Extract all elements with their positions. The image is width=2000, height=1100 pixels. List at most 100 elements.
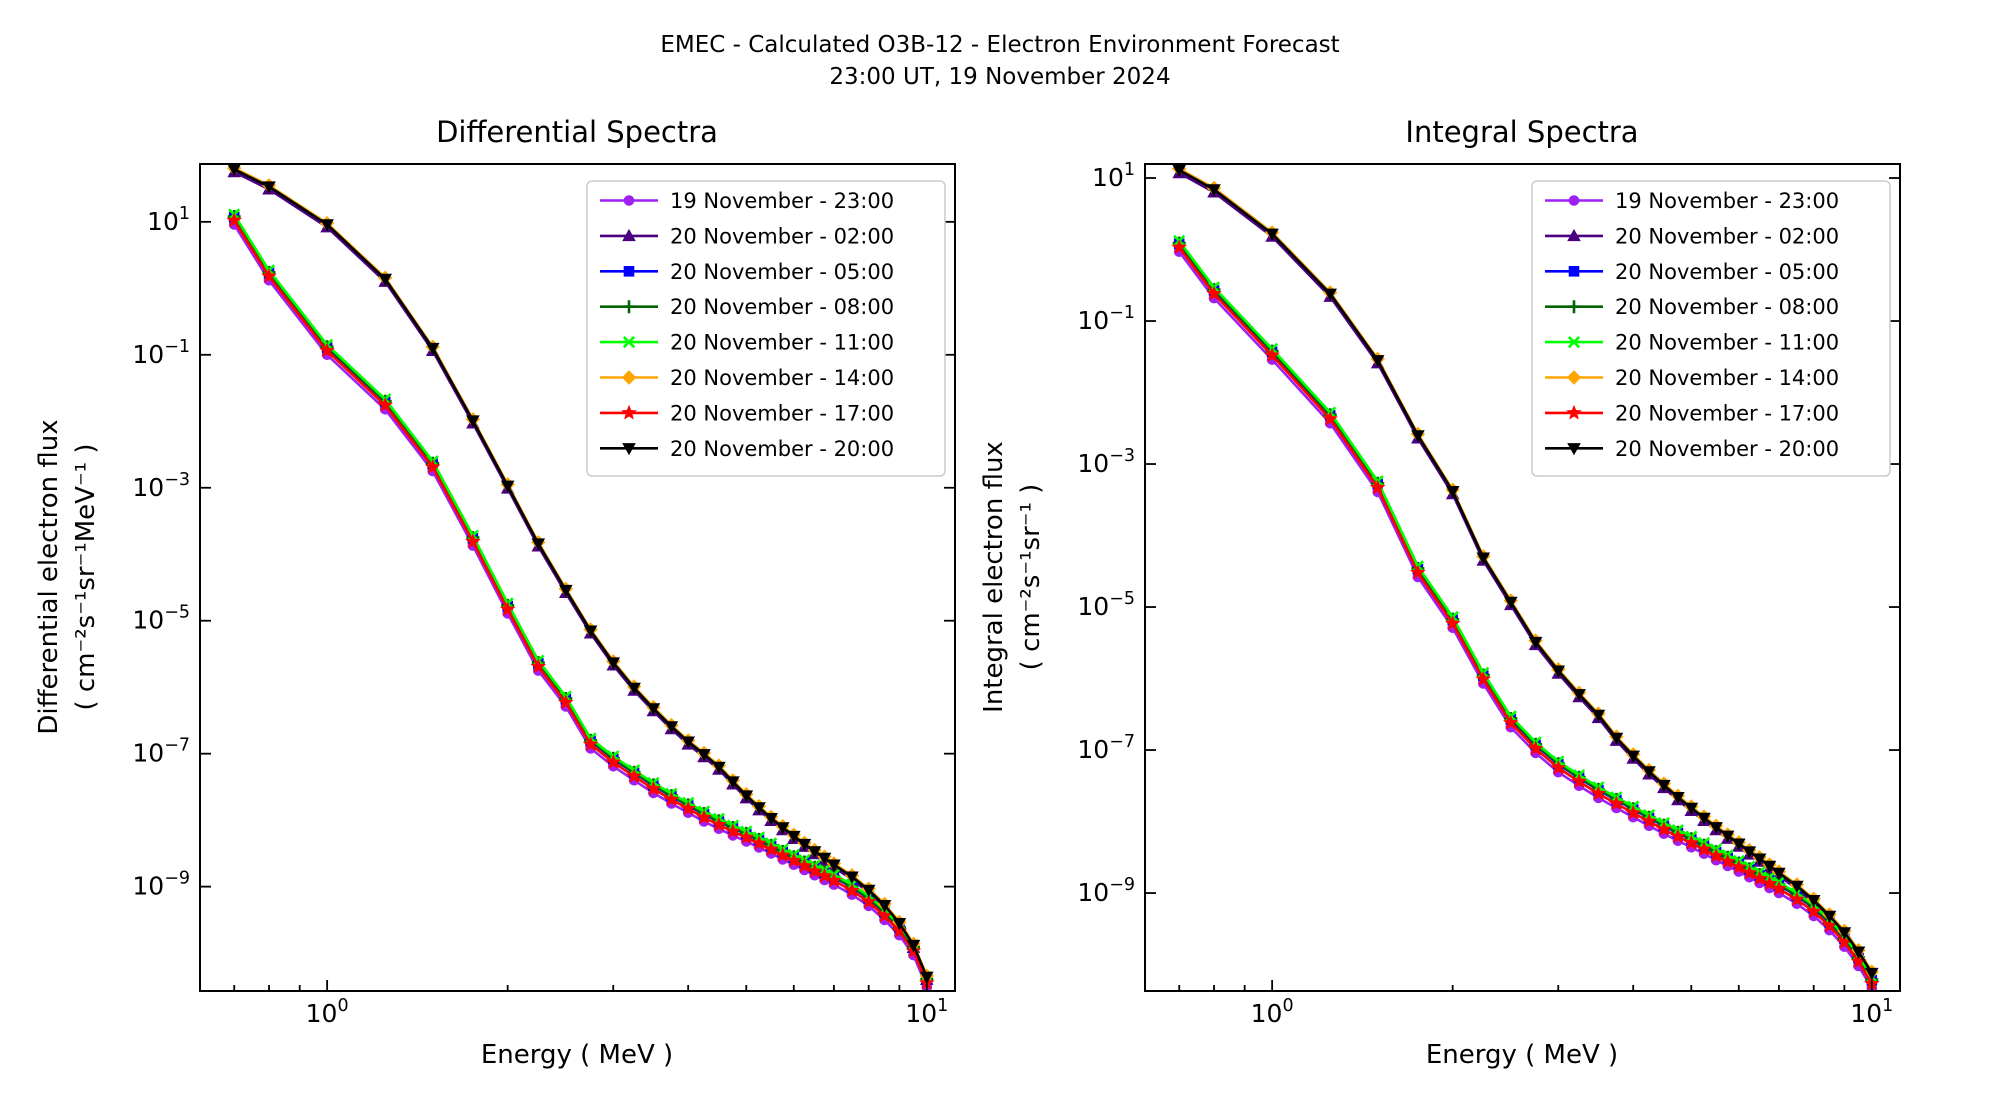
- legend-label: 20 November - 02:00: [1615, 224, 1839, 248]
- marker-star-icon: [1719, 853, 1736, 869]
- marker-triangle-down-icon: [1742, 846, 1757, 859]
- marker-star-icon: [763, 841, 779, 856]
- series-20-november-17-00: [1171, 239, 1880, 991]
- legend-item-20-november-20-00: 20 November - 20:00: [1545, 437, 1839, 461]
- marker-star-icon: [1751, 870, 1768, 886]
- legend: 19 November - 23:00 20 November - 02:00 20…: [586, 180, 946, 477]
- legend-item-20-november-02-00: 20 November - 02:00: [600, 224, 894, 248]
- marker-triangle-down-icon: [583, 625, 598, 638]
- marker-triangle-down-icon: [627, 682, 641, 695]
- marker-triangle-down-icon: [1626, 750, 1640, 763]
- marker-star-icon: [1206, 285, 1222, 301]
- marker-star-icon: [1369, 479, 1386, 495]
- marker-triangle-down-icon: [262, 181, 276, 194]
- marker-triangle-down-icon: [1572, 689, 1586, 702]
- marker-star-icon: [1761, 875, 1778, 891]
- marker-triangle-down-icon: [1567, 443, 1581, 456]
- tick-label: 10−9: [132, 869, 190, 901]
- legend-item-20-november-02-00: 20 November - 02:00: [1545, 224, 1839, 248]
- marker-triangle-down-icon: [1806, 895, 1821, 908]
- marker-triangle-down-icon: [1591, 709, 1606, 722]
- legend-label: 20 November - 05:00: [670, 260, 894, 284]
- chart-layer: 100 101 101 10−1 10−3 10−5 10−7 10−9 19 November…: [132, 160, 1901, 1028]
- marker-star-icon: [1410, 564, 1426, 580]
- panel-differential-spectra: 100 101 101 10−1 10−3 10−5 10−7 10−9 19 November…: [132, 163, 956, 1028]
- marker-triangle-down-icon: [817, 852, 832, 865]
- marker-star-icon: [725, 823, 741, 839]
- marker-star-icon: [1608, 795, 1625, 811]
- marker-star-icon: [424, 458, 441, 474]
- marker-star-icon: [891, 923, 908, 938]
- marker-star-icon: [1656, 821, 1672, 836]
- legend-box: [1531, 180, 1891, 477]
- legend-item-20-november-08-00: 20 November - 08:00: [1545, 295, 1839, 319]
- legend-item-20-november-05-00: 20 November - 05:00: [600, 260, 894, 284]
- legend-label: 20 November - 02:00: [670, 224, 894, 248]
- marker-star-icon: [465, 533, 481, 549]
- marker-star-icon: [645, 780, 662, 796]
- marker-star-icon: [1625, 804, 1641, 820]
- marker-triangle-down-icon: [1265, 228, 1279, 241]
- legend-label: 20 November - 08:00: [670, 295, 894, 319]
- series-markers: [226, 212, 935, 990]
- plot-area: [1171, 164, 1880, 991]
- panel-title-differential: Differential Spectra: [436, 115, 718, 149]
- marker-triangle-down-icon: [775, 822, 790, 835]
- marker-triangle-down-icon: [1732, 838, 1746, 851]
- marker-star-icon: [738, 829, 755, 844]
- marker-triangle-down-icon: [681, 736, 695, 749]
- figure-suptitle-line2: 23:00 UT, 19 November 2024: [829, 64, 1170, 90]
- marker-triangle-up-icon: [622, 228, 636, 242]
- marker-star-icon: [1171, 239, 1187, 254]
- legend-item-20-november-05-00: 20 November - 05:00: [1545, 260, 1839, 284]
- legend-item-19-november-23-00: 19 November - 23:00: [600, 189, 894, 213]
- tick-label: 10−3: [1077, 446, 1135, 478]
- y-axis-label-differential-line2: ( cm⁻²s⁻¹sr⁻¹MeV⁻¹ ): [71, 443, 101, 710]
- marker-triangle-down-icon: [466, 415, 480, 428]
- marker-star-icon: [605, 754, 622, 769]
- marker-triangle-down-icon: [1476, 552, 1491, 565]
- marker-triangle-down-icon: [906, 939, 921, 953]
- axis-ticks: [200, 220, 955, 991]
- marker-triangle-down-icon: [1851, 946, 1866, 959]
- y-axis-label-integral-line1: Integral electron flux: [979, 441, 1009, 713]
- marker-square-icon: [1568, 266, 1580, 277]
- marker-star-icon: [663, 791, 680, 807]
- marker-star-icon: [1550, 759, 1567, 775]
- series-markers: [1172, 164, 1879, 981]
- marker-star-icon: [1708, 847, 1724, 863]
- plot-area: [226, 164, 935, 991]
- marker-triangle-down-icon: [1370, 355, 1385, 368]
- marker-triangle-down-icon: [827, 859, 841, 872]
- marker-triangle-down-icon: [845, 871, 859, 884]
- marker-triangle-down-icon: [1709, 822, 1723, 835]
- marker-star-icon: [751, 835, 767, 850]
- marker-star-icon: [1571, 773, 1587, 789]
- legend: 19 November - 23:00 20 November - 02:00 20…: [1531, 180, 1891, 477]
- series-markers: [1171, 239, 1880, 991]
- marker-star-icon: [844, 882, 860, 898]
- marker-star-icon: [1590, 785, 1607, 801]
- marker-star-icon: [319, 342, 335, 358]
- marker-triangle-down-icon: [1684, 802, 1699, 815]
- marker-diamond-icon: [621, 370, 637, 385]
- legend-box: [586, 180, 946, 477]
- marker-triangle-down-icon: [320, 219, 334, 232]
- marker-triangle-down-icon: [861, 884, 876, 897]
- marker-triangle-down-icon: [1720, 830, 1735, 843]
- marker-star-icon: [1821, 917, 1838, 933]
- marker-star-icon: [1670, 828, 1686, 844]
- legend-item-20-november-20-00: 20 November - 20:00: [600, 437, 894, 461]
- marker-triangle-down-icon: [1762, 860, 1777, 873]
- marker-star-icon: [226, 212, 242, 228]
- legend-item-20-november-11-00: 20 November - 11:00: [600, 331, 894, 355]
- series-20-november-20-00: [227, 164, 934, 984]
- marker-plus-icon: [1567, 300, 1581, 314]
- marker-triangle-down-icon: [877, 900, 892, 913]
- marker-triangle-down-icon: [664, 721, 679, 734]
- legend-label: 19 November - 23:00: [670, 189, 894, 213]
- legend-item-20-november-17-00: 20 November - 17:00: [600, 401, 894, 425]
- marker-triangle-down-icon: [787, 830, 801, 844]
- marker-triangle-down-icon: [752, 802, 766, 815]
